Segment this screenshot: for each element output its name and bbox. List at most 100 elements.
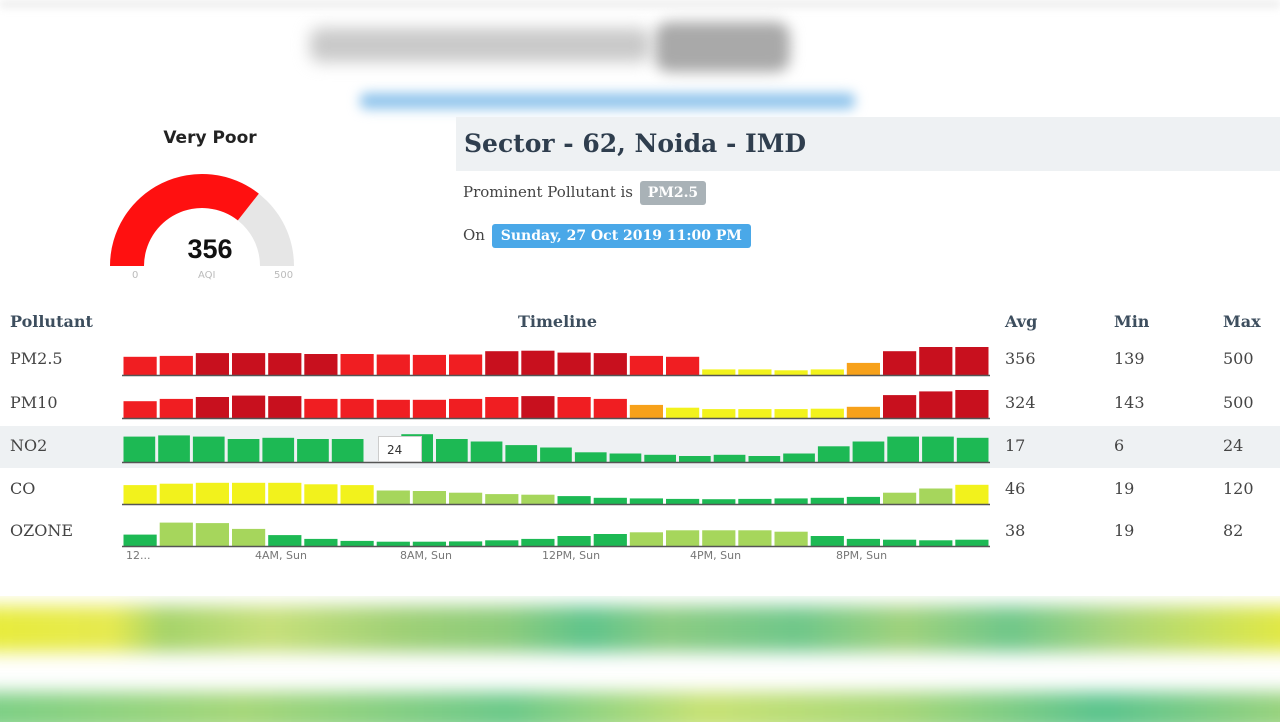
timeline-bar[interactable] (846, 406, 880, 418)
timeline-bar[interactable] (702, 530, 736, 546)
timeline-bar[interactable] (955, 347, 989, 375)
timeline-bar[interactable] (629, 532, 663, 546)
timeline-bar[interactable] (557, 496, 591, 504)
timeline-bar[interactable] (629, 355, 663, 375)
timeline-bar[interactable] (340, 354, 374, 375)
timeline-bar[interactable] (158, 435, 190, 462)
timeline-bar[interactable] (232, 353, 266, 375)
timeline-bar[interactable] (817, 446, 850, 462)
timeline-bar[interactable] (232, 395, 266, 418)
timeline-bar[interactable] (268, 396, 302, 418)
timeline-bar[interactable] (883, 351, 917, 375)
timeline-bar[interactable] (883, 395, 917, 418)
timeline-bar[interactable] (521, 350, 555, 375)
timeline-bar[interactable] (810, 497, 844, 504)
timeline-bar[interactable] (268, 353, 302, 375)
timeline-bar[interactable] (268, 482, 302, 504)
timeline-bar[interactable] (738, 498, 772, 504)
timeline-bar[interactable] (227, 439, 260, 462)
timeline-bar[interactable] (774, 409, 808, 418)
timeline-bar[interactable] (304, 398, 338, 418)
timeline-bar[interactable] (340, 485, 374, 504)
timeline-bar[interactable] (195, 523, 229, 546)
timeline-chart[interactable] (0, 336, 1000, 551)
timeline-bar[interactable] (738, 530, 772, 546)
timeline-bar[interactable] (557, 352, 591, 375)
timeline-bar[interactable] (593, 353, 627, 375)
timeline-bar[interactable] (331, 439, 364, 462)
timeline-bar[interactable] (505, 445, 538, 462)
timeline-bar[interactable] (738, 369, 772, 375)
timeline-bar[interactable] (159, 355, 193, 375)
timeline-bar[interactable] (470, 441, 503, 463)
timeline-bar[interactable] (846, 496, 880, 504)
timeline-bar[interactable] (919, 347, 953, 375)
timeline-bar[interactable] (449, 492, 483, 504)
timeline-bar[interactable] (922, 436, 954, 462)
timeline-bar[interactable] (629, 404, 663, 418)
timeline-bar[interactable] (666, 356, 700, 375)
timeline-bar[interactable] (232, 528, 266, 546)
timeline-bar[interactable] (436, 439, 468, 462)
timeline-bar[interactable] (340, 398, 374, 418)
timeline-bar[interactable] (666, 530, 700, 546)
timeline-bar[interactable] (666, 498, 700, 504)
timeline-bar[interactable] (340, 540, 374, 546)
timeline-bar[interactable] (123, 401, 157, 418)
timeline-bar[interactable] (192, 436, 225, 462)
timeline-bar[interactable] (268, 535, 302, 546)
timeline-bar[interactable] (738, 409, 772, 418)
timeline-bar[interactable] (485, 351, 519, 375)
timeline-bar[interactable] (644, 454, 676, 463)
timeline-bar[interactable] (557, 397, 591, 418)
timeline-bar[interactable] (540, 447, 572, 463)
timeline-bar[interactable] (593, 398, 627, 418)
timeline-bar[interactable] (956, 437, 989, 462)
timeline-bar[interactable] (593, 534, 627, 546)
timeline-bar[interactable] (159, 522, 193, 546)
timeline-bar[interactable] (846, 538, 880, 546)
timeline-bar[interactable] (955, 539, 989, 546)
timeline-bar[interactable] (304, 484, 338, 504)
timeline-bar[interactable] (232, 482, 266, 504)
timeline-bar[interactable] (297, 439, 329, 462)
timeline-bar[interactable] (123, 356, 157, 375)
timeline-bar[interactable] (702, 369, 736, 375)
timeline-bar[interactable] (376, 541, 410, 546)
timeline-bar[interactable] (748, 456, 781, 462)
timeline-bar[interactable] (955, 390, 989, 418)
timeline-bar[interactable] (521, 538, 555, 546)
timeline-bar[interactable] (449, 541, 483, 546)
timeline-bar[interactable] (449, 354, 483, 376)
timeline-bar[interactable] (557, 536, 591, 546)
timeline-bar[interactable] (919, 391, 953, 418)
timeline-bar[interactable] (774, 498, 808, 504)
timeline-bar[interactable] (412, 399, 446, 418)
timeline-bar[interactable] (883, 492, 917, 504)
timeline-bar[interactable] (702, 409, 736, 418)
timeline-bar[interactable] (679, 456, 711, 462)
timeline-bar[interactable] (702, 499, 736, 504)
timeline-bar[interactable] (159, 398, 193, 418)
timeline-bar[interactable] (521, 396, 555, 418)
timeline-bar[interactable] (485, 397, 519, 418)
timeline-bar[interactable] (376, 354, 410, 376)
timeline-bar[interactable] (159, 483, 193, 504)
timeline-bar[interactable] (810, 408, 844, 418)
timeline-bar[interactable] (412, 541, 446, 546)
timeline-bar[interactable] (955, 484, 989, 504)
timeline-bar[interactable] (262, 437, 295, 462)
timeline-bar[interactable] (521, 494, 555, 504)
timeline-bar[interactable] (304, 538, 338, 546)
timeline-bar[interactable] (810, 369, 844, 375)
timeline-bar[interactable] (195, 397, 229, 418)
timeline-bar[interactable] (846, 362, 880, 375)
timeline-bar[interactable] (123, 436, 156, 462)
timeline-bar[interactable] (919, 488, 953, 505)
timeline-bar[interactable] (412, 491, 446, 504)
timeline-bar[interactable] (123, 485, 157, 504)
timeline-bar[interactable] (887, 436, 919, 462)
timeline-bar[interactable] (376, 399, 410, 418)
timeline-bar[interactable] (666, 407, 700, 418)
timeline-bar[interactable] (883, 539, 917, 546)
